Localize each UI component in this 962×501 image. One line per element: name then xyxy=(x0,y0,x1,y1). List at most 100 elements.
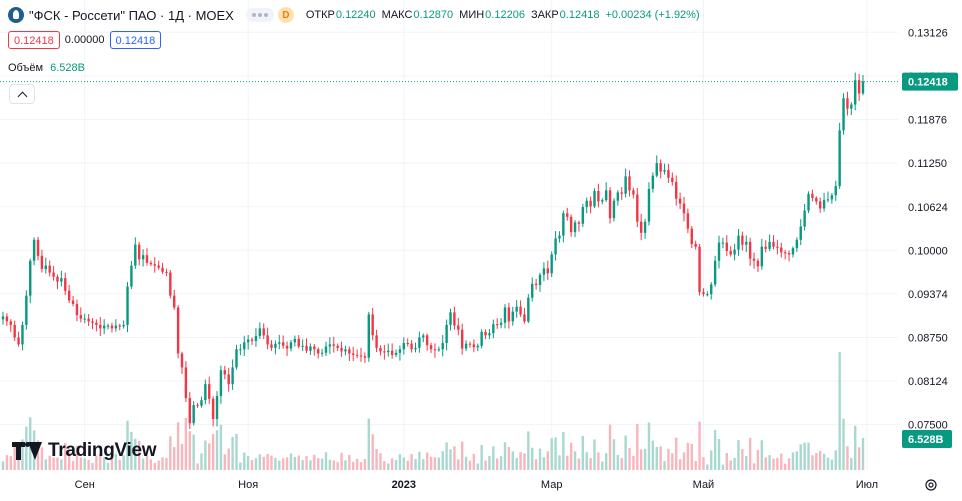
volume-bar-43 xyxy=(169,436,172,470)
volume-bar-129 xyxy=(503,442,507,470)
collapse-legend-chevron-up-icon[interactable] xyxy=(9,84,35,104)
candle-body-127 xyxy=(496,324,499,326)
volume-bar-70 xyxy=(274,457,277,470)
volume-bar-99 xyxy=(387,463,390,470)
candle-body-154 xyxy=(601,200,604,202)
volume-bar-208 xyxy=(811,455,814,470)
candle-body-62 xyxy=(243,342,246,350)
volume-bar-97 xyxy=(379,453,382,470)
volume-bar-140 xyxy=(546,451,550,470)
price-candles xyxy=(1,72,865,429)
candle-body-4 xyxy=(17,337,20,345)
volume-bar-200 xyxy=(780,453,783,470)
volume-bar-59 xyxy=(231,436,234,470)
candle-body-106 xyxy=(414,347,417,350)
candle-body-161 xyxy=(628,176,631,191)
candle-body-66 xyxy=(258,328,262,337)
candle-body-19 xyxy=(75,303,79,316)
volume-bar-51 xyxy=(200,453,203,470)
candle-body-173 xyxy=(675,181,678,199)
volume-bar-75 xyxy=(293,456,297,470)
candle-body-140 xyxy=(546,268,550,274)
volume-bar-81 xyxy=(316,458,320,470)
delayed-data-badge[interactable]: D xyxy=(277,7,294,23)
volume-bar-138 xyxy=(538,448,542,470)
volume-bar-115 xyxy=(449,449,452,470)
ohlc-values: ОТКР 0.12240 МАКС 0.12870 МИН 0.12206 ЗАКР 0… xyxy=(306,9,706,21)
volume-bar-64 xyxy=(250,459,254,470)
volume-bar-100 xyxy=(390,458,394,470)
candle-body-182 xyxy=(710,284,713,295)
volume-bar-151 xyxy=(589,457,592,470)
candle-body-129 xyxy=(503,307,507,323)
volume-bar-49 xyxy=(192,434,195,470)
volume-bar-206 xyxy=(803,442,806,470)
volume-bar-127 xyxy=(496,458,499,470)
more-dots-icon[interactable] xyxy=(245,8,274,22)
time-axis: СенНоя2023МарМайИюл7 xyxy=(75,479,878,491)
volume-bar-193 xyxy=(752,463,756,470)
price-tick-label-7: 0.08750 xyxy=(908,332,948,344)
volume-bar-215 xyxy=(838,352,841,470)
candle-body-6 xyxy=(25,295,28,325)
candle-body-199 xyxy=(776,246,779,248)
candle-body-70 xyxy=(274,343,277,348)
candle-body-14 xyxy=(56,276,59,282)
volume-bar-68 xyxy=(266,453,269,470)
candle-body-87 xyxy=(340,347,343,352)
volume-bar-47 xyxy=(184,418,188,470)
candle-body-27 xyxy=(106,325,110,327)
volume-bar-113 xyxy=(441,451,444,470)
volume-bar-30 xyxy=(118,459,121,470)
volume-bar-186 xyxy=(725,452,729,470)
candle-body-155 xyxy=(604,190,608,201)
candle-body-9 xyxy=(36,239,40,256)
tradingview-logo[interactable]: TradingView xyxy=(12,440,157,462)
volume-bar-58 xyxy=(227,448,230,470)
candle-body-93 xyxy=(363,356,367,358)
candle-body-71 xyxy=(278,342,281,344)
volume-bar-48 xyxy=(188,431,191,470)
volume-bar-120 xyxy=(468,460,472,470)
volume-bar-183 xyxy=(713,429,717,470)
volume-bar-173 xyxy=(675,437,678,470)
volume-bar-214 xyxy=(834,450,837,470)
candle-body-108 xyxy=(422,335,425,338)
volume-bar-14 xyxy=(56,457,59,470)
volume-bar-178 xyxy=(694,461,697,470)
candle-body-210 xyxy=(818,201,822,209)
candle-body-167 xyxy=(651,175,655,189)
candle-body-33 xyxy=(130,265,133,287)
change-value: +0.00234 (+1.92%) xyxy=(605,9,700,21)
volume-bar-144 xyxy=(562,432,565,470)
volume-bar-125 xyxy=(488,455,491,470)
candle-body-144 xyxy=(562,213,565,236)
volume-bar-220 xyxy=(857,447,861,470)
candle-body-197 xyxy=(768,241,771,249)
candle-body-36 xyxy=(141,255,145,260)
candle-body-24 xyxy=(95,322,98,325)
high-value: 0.12870 xyxy=(413,9,454,21)
candle-body-45 xyxy=(176,307,180,354)
volume-bar-181 xyxy=(706,464,709,470)
candle-body-31 xyxy=(122,324,125,327)
price-tick-label-0: 0.13126 xyxy=(908,27,948,39)
buy-price-button[interactable]: 0.12418 xyxy=(109,31,162,49)
volume-bar-188 xyxy=(733,457,736,470)
volume-bar-103 xyxy=(402,457,406,470)
volume-bar-63 xyxy=(246,455,250,470)
sell-price-button[interactable]: 0.12418 xyxy=(8,31,60,49)
candle-body-3 xyxy=(13,324,16,338)
candle-body-43 xyxy=(169,272,172,296)
candle-body-191 xyxy=(745,241,748,245)
volume-bar-184 xyxy=(717,438,721,470)
quote-row: 0.12418 0.00000 0.12418 xyxy=(8,31,162,49)
symbol-title[interactable]: "ФСК - Россети" ПАО · 1Д · MOEX xyxy=(29,7,234,23)
volume-bar-102 xyxy=(398,454,402,470)
volume-bar-160 xyxy=(624,435,627,470)
volume-bar-155 xyxy=(604,453,608,470)
volume-value: 6.528B xyxy=(50,62,85,74)
volume-bar-203 xyxy=(791,452,795,470)
gear-icon[interactable] xyxy=(924,478,938,492)
